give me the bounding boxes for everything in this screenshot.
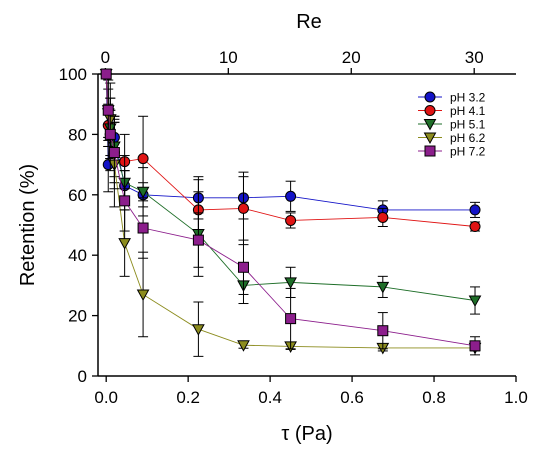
legend-item: pH 4.1 <box>418 104 486 118</box>
data-point <box>237 202 249 214</box>
x-tick-label: 0.0 <box>94 388 118 407</box>
x-tick-label: 0.8 <box>422 388 446 407</box>
y-axis-title: Retention (%) <box>17 164 39 286</box>
legend-item: pH 7.2 <box>418 145 486 159</box>
data-point <box>118 238 131 250</box>
y-tick-label: 100 <box>59 65 87 84</box>
data-point <box>192 324 205 336</box>
legend: pH 3.2pH 4.1pH 5.1pH 6.2pH 7.2 <box>418 91 486 159</box>
top-axis-title: Re <box>296 11 322 33</box>
data-point <box>192 234 204 246</box>
y-tick-label: 0 <box>78 367 87 386</box>
top-tick-label: 30 <box>465 48 484 67</box>
data-point <box>237 261 249 273</box>
legend-label: pH 6.2 <box>450 131 486 145</box>
data-point <box>469 204 481 216</box>
data-point <box>285 313 297 325</box>
data-point <box>377 211 389 223</box>
series-ph-4.1 <box>100 68 481 246</box>
legend-marker <box>423 132 437 145</box>
data-point <box>468 295 482 308</box>
data-point <box>137 222 149 234</box>
axis-ticks: 0.0 0.2 0.4 0.6 0.8 1.0 0 10 20 30 0 20 40 60 80 100 <box>59 48 528 407</box>
data-point <box>469 221 481 233</box>
y-tick-label: 40 <box>68 246 87 265</box>
legend-label: pH 7.2 <box>450 145 486 159</box>
legend-label: pH 3.2 <box>450 91 486 105</box>
data-point <box>108 147 120 159</box>
x-tick-label: 0.2 <box>176 388 200 407</box>
legend-item: pH 6.2 <box>418 131 486 145</box>
data-point <box>136 186 150 199</box>
data-point <box>102 104 114 116</box>
top-tick-label: 0 <box>101 48 110 67</box>
x-tick-label: 0.4 <box>258 388 282 407</box>
y-tick-label: 20 <box>68 307 87 326</box>
data-point <box>237 340 250 352</box>
series-layer <box>99 68 482 357</box>
data-point <box>100 68 112 80</box>
top-tick-label: 20 <box>342 48 361 67</box>
legend-marker <box>424 105 436 116</box>
data-point <box>119 195 131 207</box>
legend-marker <box>424 91 436 103</box>
series-ph-3.2 <box>100 68 481 220</box>
legend-marker <box>423 119 437 131</box>
data-point <box>377 325 389 337</box>
x-tick-label: 1.0 <box>504 388 528 407</box>
data-point <box>285 214 297 226</box>
x-tick-label: 0.6 <box>340 388 364 407</box>
legend-label: pH 4.1 <box>450 104 486 118</box>
legend-label: pH 5.1 <box>450 118 486 132</box>
x-axis-title: τ (Pa) <box>281 423 332 445</box>
top-tick-label: 10 <box>219 48 238 67</box>
data-point <box>104 128 116 140</box>
data-point <box>376 281 390 294</box>
legend-marker <box>424 145 436 157</box>
y-tick-label: 60 <box>68 186 87 205</box>
legend-item: pH 3.2 <box>418 91 486 105</box>
data-point <box>284 277 297 289</box>
series-ph-7.2 <box>100 68 481 356</box>
y-tick-label: 80 <box>68 125 87 144</box>
data-point <box>136 289 150 301</box>
data-point <box>137 153 149 165</box>
data-point <box>469 340 481 352</box>
data-point <box>285 190 297 202</box>
legend-item: pH 5.1 <box>418 118 486 132</box>
plot-frame <box>97 73 516 377</box>
